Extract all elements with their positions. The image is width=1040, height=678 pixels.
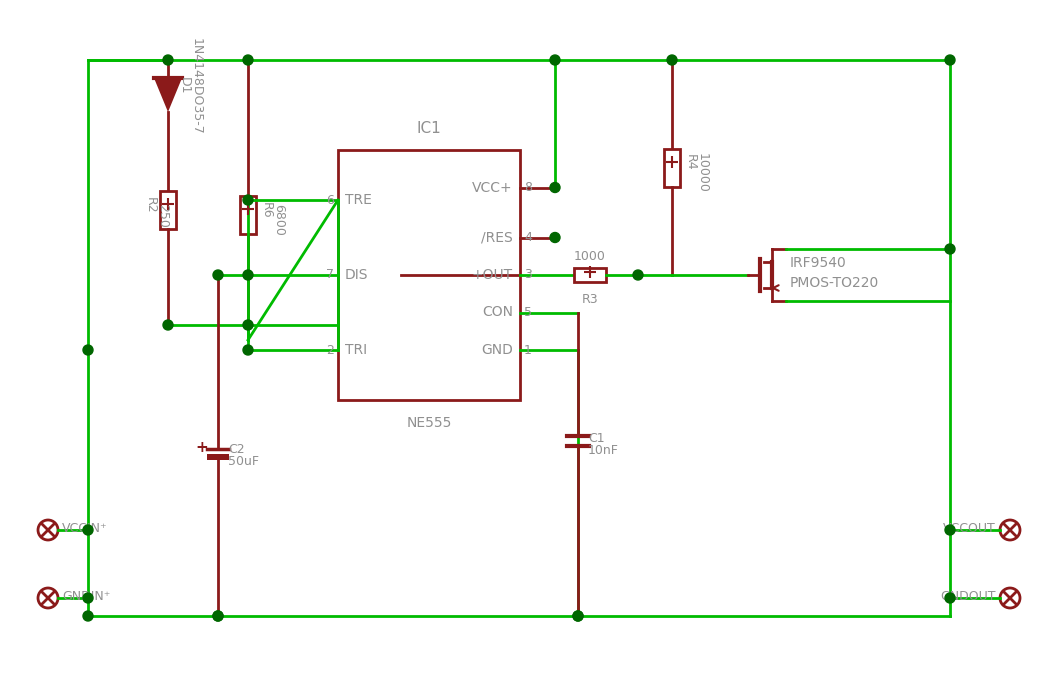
Text: VCC+: VCC+	[472, 180, 513, 195]
Text: CON: CON	[482, 306, 513, 319]
Text: R4: R4	[684, 154, 697, 171]
Bar	[574, 268, 606, 282]
Text: /RES: /RES	[482, 231, 513, 245]
Circle shape	[573, 611, 583, 621]
Circle shape	[243, 195, 253, 205]
Circle shape	[163, 320, 173, 330]
Text: 1: 1	[524, 344, 531, 357]
Circle shape	[945, 244, 955, 254]
Circle shape	[945, 593, 955, 603]
Circle shape	[243, 55, 253, 65]
Bar	[207, 454, 229, 460]
Circle shape	[243, 345, 253, 355]
Bar	[160, 191, 176, 229]
Text: NE555: NE555	[407, 416, 451, 430]
Circle shape	[550, 55, 560, 65]
Text: IC1: IC1	[417, 121, 441, 136]
Text: R6: R6	[260, 201, 272, 218]
Circle shape	[1000, 520, 1020, 540]
Text: C2: C2	[228, 443, 244, 456]
Text: TRE: TRE	[345, 193, 372, 207]
Text: 1000: 1000	[574, 250, 606, 264]
Text: D1: D1	[178, 77, 191, 95]
Text: 5: 5	[524, 306, 532, 319]
Polygon shape	[154, 78, 182, 112]
Circle shape	[573, 611, 583, 621]
Text: GNDOUT: GNDOUT	[940, 589, 996, 603]
Bar	[664, 148, 680, 186]
Circle shape	[83, 345, 93, 355]
Circle shape	[213, 611, 223, 621]
Text: 10nF: 10nF	[588, 443, 619, 457]
Circle shape	[38, 588, 58, 608]
Text: +OUT: +OUT	[472, 268, 513, 282]
Text: 250: 250	[156, 204, 168, 228]
Text: 7: 7	[326, 268, 334, 281]
Text: R2: R2	[144, 197, 157, 214]
Circle shape	[633, 270, 643, 280]
Circle shape	[83, 525, 93, 535]
Circle shape	[550, 233, 560, 243]
Text: +: +	[196, 440, 208, 455]
Text: IRF9540: IRF9540	[790, 256, 847, 270]
Circle shape	[213, 611, 223, 621]
Text: 3: 3	[524, 268, 531, 281]
Circle shape	[83, 593, 93, 603]
Circle shape	[163, 55, 173, 65]
Text: C1: C1	[588, 432, 604, 445]
Text: R3: R3	[581, 293, 598, 306]
Text: 1N4148DO35-7: 1N4148DO35-7	[190, 37, 203, 134]
Circle shape	[38, 520, 58, 540]
Circle shape	[550, 182, 560, 193]
Text: GND: GND	[482, 343, 513, 357]
Bar	[240, 196, 256, 234]
Circle shape	[1000, 588, 1020, 608]
Text: 8: 8	[524, 181, 532, 194]
Text: GNDIN⁺: GNDIN⁺	[62, 589, 110, 603]
Text: 4: 4	[524, 231, 531, 244]
Circle shape	[83, 611, 93, 621]
Text: 2: 2	[327, 344, 334, 357]
Text: 6: 6	[327, 193, 334, 207]
Circle shape	[213, 270, 223, 280]
Text: TRI: TRI	[345, 343, 367, 357]
Text: VCCIN⁺: VCCIN⁺	[62, 521, 107, 534]
Text: DIS: DIS	[345, 268, 368, 282]
Bar	[338, 150, 520, 400]
Text: PMOS-TO220: PMOS-TO220	[790, 276, 879, 290]
Circle shape	[667, 55, 677, 65]
Text: VCCOUT: VCCOUT	[943, 521, 996, 534]
Text: 6800: 6800	[272, 204, 285, 236]
Circle shape	[243, 320, 253, 330]
Circle shape	[945, 525, 955, 535]
Circle shape	[243, 270, 253, 280]
Circle shape	[945, 55, 955, 65]
Text: 50uF: 50uF	[228, 455, 259, 468]
Text: 10000: 10000	[696, 153, 709, 193]
